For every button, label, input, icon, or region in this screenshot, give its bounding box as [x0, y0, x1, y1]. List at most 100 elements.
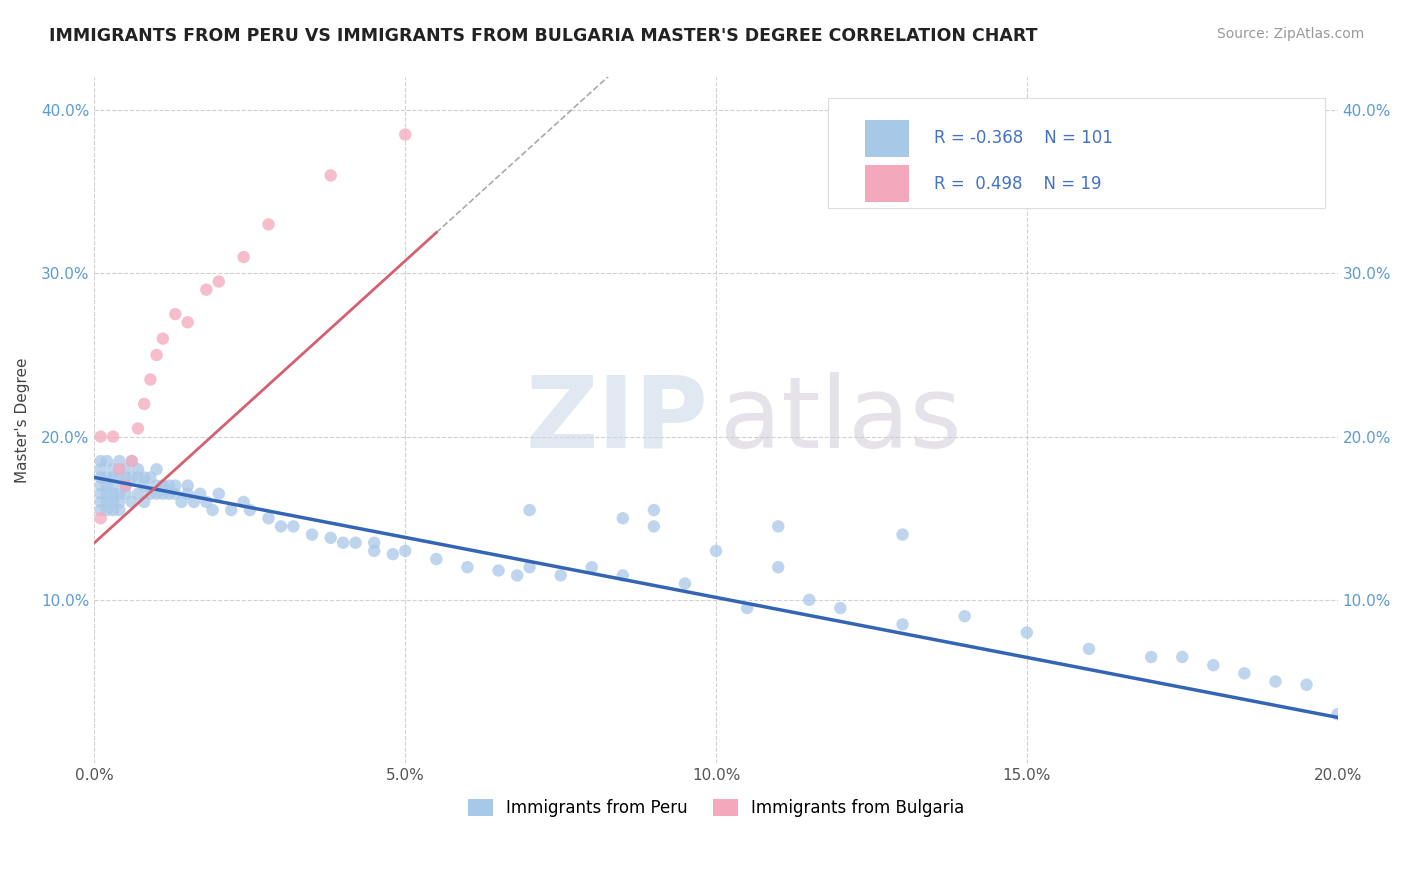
Point — [201, 503, 224, 517]
Point — [108, 470, 131, 484]
Point — [301, 527, 323, 541]
Point — [157, 487, 180, 501]
Point — [108, 454, 131, 468]
Point — [1295, 678, 1317, 692]
Y-axis label: Master's Degree: Master's Degree — [15, 358, 30, 483]
Point — [394, 544, 416, 558]
Point — [139, 470, 162, 484]
Point — [704, 544, 727, 558]
Point — [283, 519, 305, 533]
Point — [643, 519, 665, 533]
Point — [127, 470, 149, 484]
Point — [96, 478, 118, 492]
Point — [766, 560, 789, 574]
FancyBboxPatch shape — [865, 120, 908, 157]
Point — [139, 372, 162, 386]
Point — [519, 560, 541, 574]
Point — [121, 454, 143, 468]
Point — [188, 487, 211, 501]
Point — [270, 519, 292, 533]
Point — [114, 478, 136, 492]
Point — [891, 527, 914, 541]
Point — [108, 495, 131, 509]
Text: R =  0.498    N = 19: R = 0.498 N = 19 — [934, 175, 1101, 193]
Point — [152, 487, 174, 501]
Point — [165, 478, 187, 492]
Point — [101, 478, 124, 492]
Point — [1233, 666, 1256, 681]
Point — [519, 503, 541, 517]
Point — [114, 478, 136, 492]
Point — [381, 547, 404, 561]
Point — [953, 609, 976, 624]
Point — [157, 478, 180, 492]
Point — [145, 487, 167, 501]
Point — [1078, 641, 1101, 656]
Point — [257, 511, 280, 525]
Point — [145, 348, 167, 362]
Point — [673, 576, 696, 591]
Point — [134, 478, 156, 492]
Point — [1140, 650, 1163, 665]
Point — [90, 487, 112, 501]
Point — [165, 487, 187, 501]
Point — [219, 503, 242, 517]
Point — [232, 495, 254, 509]
Point — [90, 454, 112, 468]
Point — [319, 169, 342, 183]
Point — [114, 462, 136, 476]
Point — [208, 487, 231, 501]
Point — [506, 568, 529, 582]
Point — [90, 429, 112, 443]
Text: IMMIGRANTS FROM PERU VS IMMIGRANTS FROM BULGARIA MASTER'S DEGREE CORRELATION CHA: IMMIGRANTS FROM PERU VS IMMIGRANTS FROM … — [49, 27, 1038, 45]
Point — [177, 315, 200, 329]
Point — [257, 218, 280, 232]
Point — [101, 487, 124, 501]
Point — [134, 397, 156, 411]
Point — [183, 495, 205, 509]
Point — [1015, 625, 1038, 640]
Point — [96, 470, 118, 484]
Point — [766, 519, 789, 533]
FancyBboxPatch shape — [865, 165, 908, 202]
Point — [114, 470, 136, 484]
Point — [612, 511, 634, 525]
Point — [139, 487, 162, 501]
Point — [101, 495, 124, 509]
Point — [177, 487, 200, 501]
Point — [121, 454, 143, 468]
Point — [239, 503, 262, 517]
Text: ZIP: ZIP — [526, 372, 709, 469]
Point — [195, 283, 218, 297]
Legend: Immigrants from Peru, Immigrants from Bulgaria: Immigrants from Peru, Immigrants from Bu… — [461, 792, 972, 823]
Point — [152, 332, 174, 346]
Point — [425, 552, 447, 566]
Point — [101, 470, 124, 484]
Point — [165, 307, 187, 321]
Point — [550, 568, 572, 582]
Point — [1202, 658, 1225, 673]
Point — [195, 495, 218, 509]
Point — [127, 421, 149, 435]
Point — [799, 592, 821, 607]
Text: Source: ZipAtlas.com: Source: ZipAtlas.com — [1216, 27, 1364, 41]
Point — [208, 275, 231, 289]
Point — [90, 495, 112, 509]
Point — [134, 495, 156, 509]
Point — [108, 503, 131, 517]
Point — [127, 462, 149, 476]
Point — [394, 128, 416, 142]
Point — [90, 470, 112, 484]
Point — [152, 478, 174, 492]
Point — [581, 560, 603, 574]
Point — [145, 478, 167, 492]
Point — [90, 511, 112, 525]
FancyBboxPatch shape — [828, 98, 1326, 208]
Point — [121, 470, 143, 484]
Point — [332, 535, 354, 549]
Point — [363, 544, 385, 558]
Point — [612, 568, 634, 582]
Point — [1326, 707, 1348, 722]
Point — [127, 487, 149, 501]
Point — [96, 454, 118, 468]
